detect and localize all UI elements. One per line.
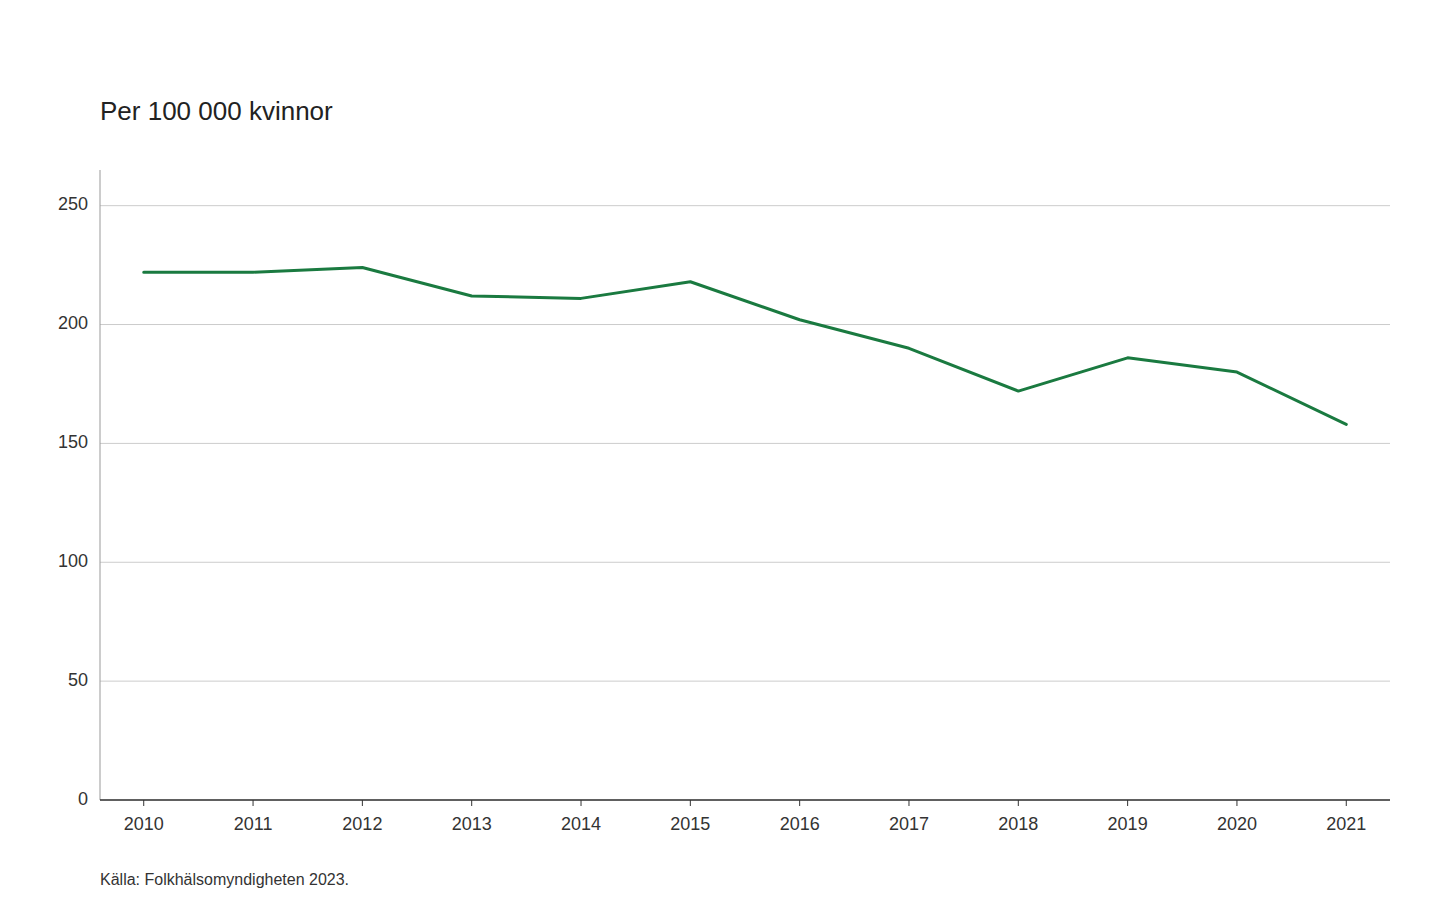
x-tick-label: 2021 — [1326, 814, 1366, 834]
grid-line — [100, 562, 1390, 563]
x-tick-label: 2013 — [452, 814, 492, 834]
title: Per 100 000 kvinnor — [100, 96, 333, 126]
x-tick-label: 2012 — [342, 814, 382, 834]
x-tick-label: 2020 — [1217, 814, 1257, 834]
x-tick-label: 2017 — [889, 814, 929, 834]
x-tick — [362, 800, 363, 806]
y-tick-label: 50 — [68, 670, 88, 690]
x-tick — [1018, 800, 1019, 806]
x-tick — [1236, 800, 1237, 806]
grid — [100, 206, 1390, 800]
y-tick-label: 100 — [58, 551, 88, 571]
grid-line — [100, 800, 1390, 801]
line — [144, 267, 1347, 424]
caption: Källa: Folkhälsomyndigheten 2023. — [100, 871, 349, 888]
x-tick-label: 2018 — [998, 814, 1038, 834]
grid-line — [100, 205, 1390, 206]
x-tick — [908, 800, 909, 806]
x-tick-label: 2010 — [124, 814, 164, 834]
x-tick — [581, 800, 582, 806]
x-tick-label: 2019 — [1108, 814, 1148, 834]
plot-area — [144, 267, 1347, 424]
grid-line — [100, 681, 1390, 682]
x-tick — [143, 800, 144, 806]
x-tick-label: 2015 — [670, 814, 710, 834]
x-tick-label: 2011 — [234, 814, 273, 834]
chart: Per 100 000 kvinnor 0 50 100 150 200 250 2010 20… — [0, 0, 1430, 916]
y-tick-label: 150 — [58, 432, 88, 452]
x-tick-label: 2014 — [561, 814, 601, 834]
x-tick — [1346, 800, 1347, 806]
y-tick-label: 200 — [58, 313, 88, 333]
grid-line — [100, 324, 1390, 325]
x-tick — [1127, 800, 1128, 806]
y-axis-line — [100, 170, 101, 800]
x-axis-line — [100, 799, 1390, 801]
x-tick — [799, 800, 800, 806]
x-tick — [253, 800, 254, 806]
y-tick-label: 0 — [78, 789, 88, 809]
grid-line — [100, 443, 1390, 444]
x-tick — [690, 800, 691, 806]
y-tick-label: 250 — [58, 194, 88, 214]
x-tick — [471, 800, 472, 806]
x-tick-label: 2016 — [780, 814, 820, 834]
